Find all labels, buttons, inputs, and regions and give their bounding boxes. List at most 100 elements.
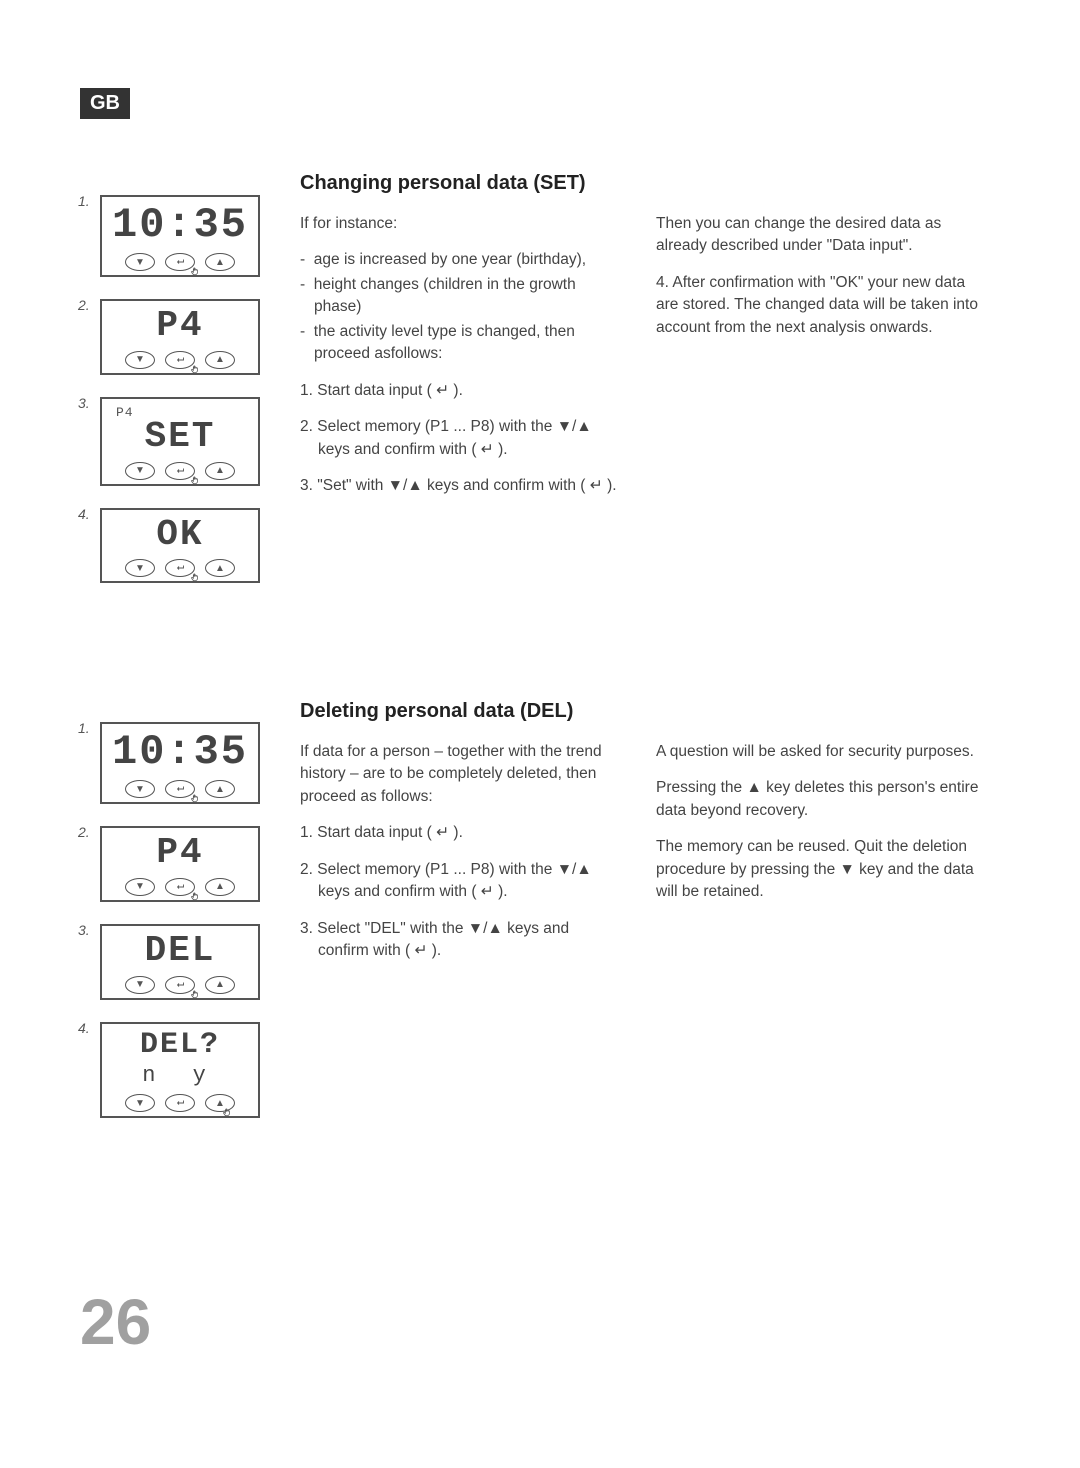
enter-button-icon <box>165 559 195 577</box>
del-section: Deleting personal data (DEL) If data for… <box>300 700 980 977</box>
button-row: ▼ ▲ <box>125 1094 235 1112</box>
set-col2-p2: 4. After confirmation with "OK" your new… <box>656 272 980 339</box>
set-col2-p1: Then you can change the desired data as … <box>656 213 980 258</box>
del-steps: 1. Start data input ( ↵ ). 2. Select memo… <box>300 822 624 962</box>
set-bullets: - age is increased by one year (birthday… <box>300 249 624 365</box>
down-button-icon: ▼ <box>125 878 155 896</box>
enter-button-icon <box>165 253 195 271</box>
display-item: 1. 10:35 ▼ ▲ <box>100 195 280 277</box>
press-hand-icon <box>190 475 208 493</box>
set-col2: Then you can change the desired data as … <box>656 213 980 512</box>
button-row: ▼ ▲ <box>125 780 235 798</box>
down-button-icon: ▼ <box>125 462 155 480</box>
step-item: 1. Start data input ( ↵ ). <box>300 822 624 844</box>
display-main-text: OK <box>156 516 203 554</box>
press-hand-icon <box>190 364 208 382</box>
display-box: 10:35 ▼ ▲ <box>100 722 260 804</box>
set-col1: If for instance: - age is increased by o… <box>300 213 624 512</box>
display-step-number: 3. <box>78 395 90 411</box>
del-col1: If data for a person – together with the… <box>300 741 624 977</box>
down-button-icon: ▼ <box>125 780 155 798</box>
set-steps: 1. Start data input ( ↵ ). 2. Select memo… <box>300 380 624 498</box>
display-step-number: 2. <box>78 297 90 313</box>
up-button-icon: ▲ <box>205 559 235 577</box>
display-step-number: 3. <box>78 922 90 938</box>
display-main-text: SET <box>145 418 216 456</box>
display-box: DEL? n y ▼ ▲ <box>100 1022 260 1119</box>
display-box: DEL ▼ ▲ <box>100 924 260 1000</box>
button-row: ▼ ▲ <box>125 976 235 994</box>
up-button-icon: ▲ <box>205 780 235 798</box>
del-col2-p1: A question will be asked for security pu… <box>656 741 980 763</box>
display-step-number: 2. <box>78 824 90 840</box>
down-button-icon: ▼ <box>125 559 155 577</box>
down-button-icon: ▼ <box>125 976 155 994</box>
display-item: 2. P4 ▼ ▲ <box>100 299 280 375</box>
step-item: 3. "Set" with ▼/▲ keys and confirm with … <box>300 475 624 497</box>
display-box: P4 ▼ ▲ <box>100 826 260 902</box>
del-display-column: 1. 10:35 ▼ ▲ 2. P4 ▼ ▲ <box>100 722 280 1140</box>
set-section: Changing personal data (SET) If for inst… <box>300 172 980 512</box>
enter-button-icon <box>165 1094 195 1112</box>
press-hand-icon <box>190 572 208 590</box>
enter-button-icon <box>165 462 195 480</box>
del-title: Deleting personal data (DEL) <box>300 700 980 723</box>
del-col2-p3: The memory can be reused. Quit the delet… <box>656 836 980 903</box>
up-button-icon: ▲ <box>205 976 235 994</box>
down-button-icon: ▼ <box>125 351 155 369</box>
display-box: 10:35 ▼ ▲ <box>100 195 260 277</box>
display-step-number: 4. <box>78 1020 90 1036</box>
down-button-icon: ▼ <box>125 253 155 271</box>
button-row: ▼ ▲ <box>125 253 235 271</box>
button-row: ▼ ▲ <box>125 878 235 896</box>
del-col2: A question will be asked for security pu… <box>656 741 980 977</box>
step-item: 2. Select memory (P1 ... P8) with the ▼/… <box>300 859 624 904</box>
button-row: ▼ ▲ <box>125 351 235 369</box>
display-item: 4. OK ▼ ▲ <box>100 508 280 584</box>
set-intro: If for instance: <box>300 213 624 235</box>
press-hand-icon <box>190 793 208 811</box>
display-box: P4 ▼ ▲ <box>100 299 260 375</box>
display-main-text: P4 <box>156 307 203 345</box>
page-number: 26 <box>80 1285 151 1359</box>
del-intro: If data for a person – together with the… <box>300 741 624 808</box>
display-main-text: DEL <box>145 932 216 970</box>
up-button-icon: ▲ <box>205 462 235 480</box>
up-button-icon: ▲ <box>205 351 235 369</box>
set-title: Changing personal data (SET) <box>300 172 980 195</box>
display-item: 4. DEL? n y ▼ ▲ <box>100 1022 280 1119</box>
display-main-text: 10:35 <box>112 203 248 247</box>
enter-button-icon <box>165 976 195 994</box>
enter-button-icon <box>165 780 195 798</box>
display-main-text: DEL? <box>140 1030 220 1062</box>
bullet-item: - height changes (children in the growth… <box>300 274 624 319</box>
set-display-column: 1. 10:35 ▼ ▲ 2. P4 ▼ ▲ <box>100 195 280 605</box>
down-button-icon: ▼ <box>125 1094 155 1112</box>
enter-button-icon <box>165 351 195 369</box>
up-button-icon: ▲ <box>205 878 235 896</box>
step-item: 3. Select "DEL" with the ▼/▲ keys and co… <box>300 918 624 963</box>
step-item: 2. Select memory (P1 ... P8) with the ▼/… <box>300 416 624 461</box>
language-badge: GB <box>80 88 130 119</box>
display-item: 3. DEL ▼ ▲ <box>100 924 280 1000</box>
display-step-number: 4. <box>78 506 90 522</box>
press-hand-icon <box>190 266 208 284</box>
press-hand-icon <box>190 989 208 1007</box>
enter-button-icon <box>165 878 195 896</box>
display-item: 3. P4 SET ▼ ▲ <box>100 397 280 486</box>
press-hand-icon <box>190 891 208 909</box>
display-item: 1. 10:35 ▼ ▲ <box>100 722 280 804</box>
display-main-text: P4 <box>156 834 203 872</box>
display-item: 2. P4 ▼ ▲ <box>100 826 280 902</box>
step-item: 1. Start data input ( ↵ ). <box>300 380 624 402</box>
up-button-icon: ▲ <box>205 253 235 271</box>
display-step-number: 1. <box>78 193 90 209</box>
bullet-item: - age is increased by one year (birthday… <box>300 249 624 271</box>
button-row: ▼ ▲ <box>125 559 235 577</box>
display-box: OK ▼ ▲ <box>100 508 260 584</box>
del-col2-p2: Pressing the ▲ key deletes this person's… <box>656 777 980 822</box>
display-main-text: 10:35 <box>112 730 248 774</box>
bullet-item: - the activity level type is changed, th… <box>300 321 624 366</box>
display-step-number: 1. <box>78 720 90 736</box>
button-row: ▼ ▲ <box>125 462 235 480</box>
